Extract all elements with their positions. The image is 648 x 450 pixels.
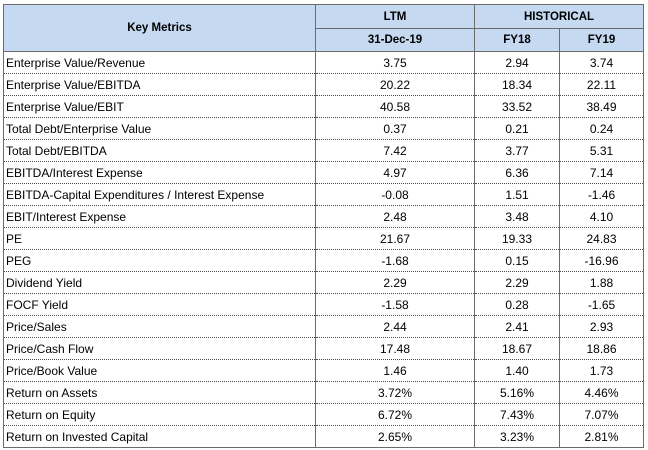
metric-cell: Total Debt/Enterprise Value bbox=[3, 117, 316, 140]
fy19-value-cell: 0.24 bbox=[559, 117, 644, 140]
metric-cell: Return on Invested Capital bbox=[3, 425, 316, 448]
fy19-value-cell: 5.31 bbox=[559, 139, 644, 162]
table-row: EBIT/Interest Expense 2.48 3.48 4.10 bbox=[3, 205, 644, 228]
table-row: Enterprise Value/EBIT 40.58 33.52 38.49 bbox=[3, 95, 644, 118]
ltm-value-cell: 0.37 bbox=[315, 117, 475, 140]
ltm-value-cell: 4.97 bbox=[315, 161, 475, 184]
ltm-value-cell: 7.42 bbox=[315, 139, 475, 162]
metric-cell: Price/Book Value bbox=[3, 359, 316, 382]
metric-cell: PEG bbox=[3, 249, 316, 272]
ltm-value-cell: -1.58 bbox=[315, 293, 475, 316]
fy18-value-cell: 2.29 bbox=[474, 271, 560, 294]
ltm-value-cell: -0.08 bbox=[315, 183, 475, 206]
table-row: FOCF Yield -1.58 0.28 -1.65 bbox=[3, 293, 644, 316]
fy18-value-cell: 18.34 bbox=[474, 73, 560, 96]
metric-cell: Total Debt/EBITDA bbox=[3, 139, 316, 162]
fy18-value-cell: 3.48 bbox=[474, 205, 560, 228]
ltm-value-cell: 21.67 bbox=[315, 227, 475, 250]
ltm-value-cell: 20.22 bbox=[315, 73, 475, 96]
fy18-value-cell: 19.33 bbox=[474, 227, 560, 250]
fy19-value-cell: -1.46 bbox=[559, 183, 644, 206]
ltm-value-cell: 17.48 bbox=[315, 337, 475, 360]
table-row: EBITDA/Interest Expense 4.97 6.36 7.14 bbox=[3, 161, 644, 184]
table-row: PEG -1.68 0.15 -16.96 bbox=[3, 249, 644, 272]
fy18-value-cell: 0.28 bbox=[474, 293, 560, 316]
metric-cell: Return on Assets bbox=[3, 381, 316, 404]
fy18-value-cell: 0.15 bbox=[474, 249, 560, 272]
fy18-value-cell: 18.67 bbox=[474, 337, 560, 360]
table-row: Price/Cash Flow 17.48 18.67 18.86 bbox=[3, 337, 644, 360]
fy19-value-cell: 4.46% bbox=[559, 381, 644, 404]
fy18-value-cell: 3.23% bbox=[474, 425, 560, 448]
fy19-value-cell: 1.88 bbox=[559, 271, 644, 294]
table-row: Total Debt/EBITDA 7.42 3.77 5.31 bbox=[3, 139, 644, 162]
fy19-header: FY19 bbox=[559, 28, 644, 52]
metric-cell: PE bbox=[3, 227, 316, 250]
fy19-value-cell: 24.83 bbox=[559, 227, 644, 250]
fy18-header: FY18 bbox=[474, 28, 560, 52]
fy19-value-cell: 38.49 bbox=[559, 95, 644, 118]
ltm-value-cell: 2.65% bbox=[315, 425, 475, 448]
table-row: Dividend Yield 2.29 2.29 1.88 bbox=[3, 271, 644, 294]
fy18-value-cell: 2.94 bbox=[474, 51, 560, 74]
metric-cell: Enterprise Value/EBIT bbox=[3, 95, 316, 118]
fy19-value-cell: 18.86 bbox=[559, 337, 644, 360]
table-row: Price/Sales 2.44 2.41 2.93 bbox=[3, 315, 644, 338]
table-row: Price/Book Value 1.46 1.40 1.73 bbox=[3, 359, 644, 382]
fy18-value-cell: 7.43% bbox=[474, 403, 560, 426]
fy19-value-cell: 3.74 bbox=[559, 51, 644, 74]
fy19-value-cell: 4.10 bbox=[559, 205, 644, 228]
ltm-value-cell: 6.72% bbox=[315, 403, 475, 426]
ltm-value-cell: 40.58 bbox=[315, 95, 475, 118]
fy18-value-cell: 1.51 bbox=[474, 183, 560, 206]
metric-cell: Price/Cash Flow bbox=[3, 337, 316, 360]
key-metrics-header: Key Metrics bbox=[3, 4, 316, 52]
fy18-value-cell: 5.16% bbox=[474, 381, 560, 404]
table-row: Return on Equity 6.72% 7.43% 7.07% bbox=[3, 403, 644, 426]
metric-cell: Enterprise Value/EBITDA bbox=[3, 73, 316, 96]
historical-header: HISTORICAL bbox=[474, 4, 644, 29]
key-metrics-table: Key Metrics LTM HISTORICAL 31-Dec-19 FY1… bbox=[3, 4, 644, 448]
metric-cell: Price/Sales bbox=[3, 315, 316, 338]
table-row: Total Debt/Enterprise Value 0.37 0.21 0.24 bbox=[3, 117, 644, 140]
metric-cell: EBITDA/Interest Expense bbox=[3, 161, 316, 184]
fy18-value-cell: 0.21 bbox=[474, 117, 560, 140]
table-row: Return on Invested Capital 2.65% 3.23% 2.81… bbox=[3, 425, 644, 448]
table-row: Enterprise Value/Revenue 3.75 2.94 3.74 bbox=[3, 51, 644, 74]
fy19-value-cell: 7.07% bbox=[559, 403, 644, 426]
fy19-value-cell: 22.11 bbox=[559, 73, 644, 96]
metric-cell: Enterprise Value/Revenue bbox=[3, 51, 316, 74]
ltm-value-cell: 1.46 bbox=[315, 359, 475, 382]
table-row: PE 21.67 19.33 24.83 bbox=[3, 227, 644, 250]
ltm-value-cell: -1.68 bbox=[315, 249, 475, 272]
metric-cell: EBITDA-Capital Expenditures / Interest E… bbox=[3, 183, 316, 206]
fy18-value-cell: 6.36 bbox=[474, 161, 560, 184]
ltm-value-cell: 2.44 bbox=[315, 315, 475, 338]
fy18-value-cell: 1.40 bbox=[474, 359, 560, 382]
ltm-value-cell: 2.48 bbox=[315, 205, 475, 228]
table-row: Return on Assets 3.72% 5.16% 4.46% bbox=[3, 381, 644, 404]
ltm-value-cell: 2.29 bbox=[315, 271, 475, 294]
fy19-value-cell: -1.65 bbox=[559, 293, 644, 316]
fy19-value-cell: 2.93 bbox=[559, 315, 644, 338]
ltm-value-cell: 3.75 bbox=[315, 51, 475, 74]
fy19-value-cell: -16.96 bbox=[559, 249, 644, 272]
metric-cell: EBIT/Interest Expense bbox=[3, 205, 316, 228]
fy19-value-cell: 2.81% bbox=[559, 425, 644, 448]
ltm-header: LTM bbox=[315, 4, 475, 29]
metric-cell: FOCF Yield bbox=[3, 293, 316, 316]
metric-cell: Dividend Yield bbox=[3, 271, 316, 294]
table-row: EBITDA-Capital Expenditures / Interest E… bbox=[3, 183, 644, 206]
fy19-value-cell: 7.14 bbox=[559, 161, 644, 184]
fy19-value-cell: 1.73 bbox=[559, 359, 644, 382]
fy18-value-cell: 2.41 bbox=[474, 315, 560, 338]
ltm-value-cell: 3.72% bbox=[315, 381, 475, 404]
ltm-date-header: 31-Dec-19 bbox=[315, 28, 475, 52]
table-row: Enterprise Value/EBITDA 20.22 18.34 22.11 bbox=[3, 73, 644, 96]
metric-cell: Return on Equity bbox=[3, 403, 316, 426]
fy18-value-cell: 33.52 bbox=[474, 95, 560, 118]
fy18-value-cell: 3.77 bbox=[474, 139, 560, 162]
